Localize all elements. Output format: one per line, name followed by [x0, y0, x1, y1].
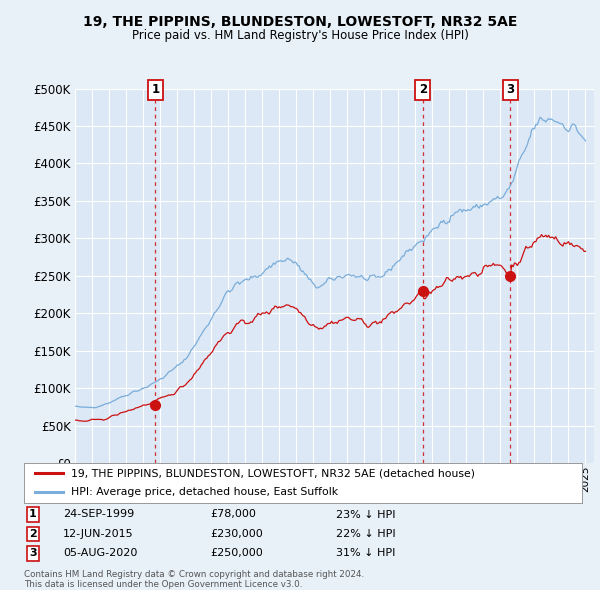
Text: 1: 1	[151, 84, 160, 97]
Text: 31% ↓ HPI: 31% ↓ HPI	[336, 549, 395, 558]
Text: 1: 1	[29, 510, 37, 519]
Text: 05-AUG-2020: 05-AUG-2020	[63, 549, 137, 558]
Text: 3: 3	[29, 549, 37, 558]
Text: £250,000: £250,000	[210, 549, 263, 558]
Text: £78,000: £78,000	[210, 510, 256, 519]
Text: 23% ↓ HPI: 23% ↓ HPI	[336, 510, 395, 519]
Text: 2: 2	[419, 84, 427, 97]
Text: 22% ↓ HPI: 22% ↓ HPI	[336, 529, 395, 539]
Text: 2: 2	[29, 529, 37, 539]
Text: This data is licensed under the Open Government Licence v3.0.: This data is licensed under the Open Gov…	[24, 579, 302, 589]
Text: 3: 3	[506, 84, 515, 97]
Text: Contains HM Land Registry data © Crown copyright and database right 2024.: Contains HM Land Registry data © Crown c…	[24, 570, 364, 579]
Text: 19, THE PIPPINS, BLUNDESTON, LOWESTOFT, NR32 5AE: 19, THE PIPPINS, BLUNDESTON, LOWESTOFT, …	[83, 15, 517, 30]
Text: HPI: Average price, detached house, East Suffolk: HPI: Average price, detached house, East…	[71, 487, 338, 497]
Text: 24-SEP-1999: 24-SEP-1999	[63, 510, 134, 519]
Text: 19, THE PIPPINS, BLUNDESTON, LOWESTOFT, NR32 5AE (detached house): 19, THE PIPPINS, BLUNDESTON, LOWESTOFT, …	[71, 468, 475, 478]
Text: £230,000: £230,000	[210, 529, 263, 539]
Text: 12-JUN-2015: 12-JUN-2015	[63, 529, 134, 539]
Text: Price paid vs. HM Land Registry's House Price Index (HPI): Price paid vs. HM Land Registry's House …	[131, 29, 469, 42]
